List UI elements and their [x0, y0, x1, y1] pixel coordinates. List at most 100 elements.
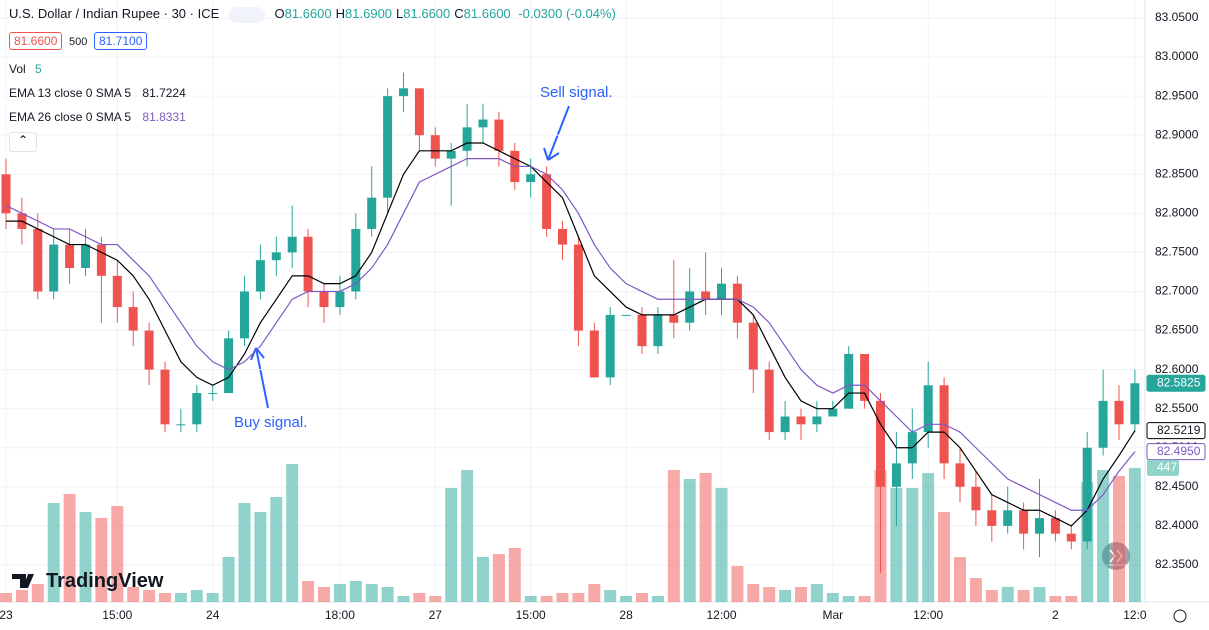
candle-body: [1082, 447, 1092, 542]
ohlc-key: L: [396, 6, 404, 21]
x-tick-label: 23: [0, 608, 13, 622]
volume-bar: [143, 590, 156, 602]
volume-bar: [349, 581, 362, 602]
candle-body: [240, 291, 249, 339]
x-tick-label: 28: [619, 608, 633, 622]
legend-name: EMA 13 close 0 SMA 5: [9, 86, 132, 100]
x-tick-label: Mar: [822, 608, 843, 622]
candle-body: [446, 150, 456, 159]
candle-body: [732, 283, 742, 323]
candle-body: [621, 314, 631, 316]
volume-bar: [31, 584, 44, 602]
candles: [1, 72, 1140, 573]
volume-bar: [413, 593, 426, 602]
candle-body: [780, 416, 790, 433]
volume-bar: [127, 587, 140, 602]
y-tick-label: 82.4000: [1155, 518, 1199, 532]
candle-body: [526, 174, 536, 183]
volume-bar: [938, 512, 951, 602]
candle-body: [478, 119, 488, 128]
y-tick-label: 82.7500: [1155, 245, 1199, 259]
volume-bar: [1113, 476, 1125, 602]
candle-body: [558, 228, 567, 245]
volume-bar: [477, 557, 489, 602]
candle-body: [112, 275, 122, 308]
bid[interactable]: 81.6600: [9, 32, 63, 50]
volume-bar: [174, 593, 187, 602]
candle-body: [1050, 518, 1060, 534]
volume-bar: [540, 596, 553, 602]
candle-body: [271, 252, 281, 261]
volume-bar: [381, 587, 394, 602]
candle-body: [876, 400, 885, 487]
candle-body: [891, 463, 901, 487]
volume-legend: Vol 5: [9, 62, 42, 76]
volume-bar: [524, 596, 537, 602]
volume-bar: [1017, 590, 1030, 602]
spread: 500: [69, 36, 88, 48]
legend-name: EMA 26 close 0 SMA 5: [9, 110, 132, 124]
ohlc-values: O81.6600 H81.6900 L81.6600 C81.6600: [275, 6, 515, 21]
volume-bar: [826, 593, 839, 602]
grid: [0, 0, 1145, 602]
volume-bar: [445, 488, 458, 602]
candle-body: [589, 330, 599, 378]
volume-bar: [954, 557, 966, 602]
volume-bar: [906, 488, 919, 602]
volume-bar: [699, 473, 712, 602]
candle-body: [414, 88, 424, 136]
candle-body: [383, 96, 393, 198]
volume-bar: [286, 464, 299, 602]
settings-icon[interactable]: [1173, 609, 1187, 623]
y-tick-label: 83.0000: [1155, 49, 1199, 63]
volume-bar: [492, 554, 505, 602]
x-tick-label: 12:00: [706, 608, 736, 622]
annotation: Buy signal.: [234, 414, 308, 431]
collapse-button[interactable]: ⌃: [9, 132, 37, 152]
candle-body: [160, 369, 170, 425]
candle-body: [65, 244, 75, 269]
candle-body: [319, 291, 329, 308]
volume-bar: [651, 596, 664, 602]
volume-bar: [47, 503, 60, 602]
change: -0.0300 (-0.04%): [518, 6, 616, 21]
volume-bar: [111, 506, 124, 602]
status-pill[interactable]: [228, 6, 265, 23]
ask[interactable]: 81.7100: [94, 32, 148, 50]
volume-bar: [190, 590, 203, 602]
ohlc-value: 81.6900: [345, 6, 393, 21]
volume-tag: [1147, 459, 1179, 476]
volume-bar: [1097, 470, 1110, 602]
volume-bar: [159, 593, 171, 602]
volume-bar: [15, 590, 28, 602]
x-tick-label: 2: [1052, 608, 1059, 622]
ohlc-value: 81.6600: [403, 6, 451, 21]
candle-body: [828, 408, 838, 417]
y-tick-label: 82.8000: [1155, 205, 1199, 219]
x-tick-label: 27: [429, 608, 443, 622]
volume-bar: [683, 479, 696, 602]
volume-bar: [572, 593, 585, 602]
volume-bar: [1049, 596, 1062, 602]
volume-bar: [842, 596, 855, 602]
volume-value: 5: [35, 62, 42, 76]
volume-bar: [890, 488, 903, 602]
volume-bar: [302, 581, 315, 602]
candle-body: [49, 244, 59, 292]
candle-body: [1003, 510, 1013, 526]
candle-body: [573, 244, 583, 331]
volume-pane: [0, 464, 1141, 602]
ema-line: [6, 142, 1136, 527]
price-tag: [1146, 443, 1206, 461]
x-tick-label: 15:00: [516, 608, 546, 622]
candle-body: [844, 353, 854, 409]
sell-arrow: [543, 105, 570, 161]
y-tick-label: 82.8500: [1155, 166, 1199, 180]
candle-body: [351, 228, 361, 292]
brand: TradingView: [46, 570, 164, 592]
ohlc-key: H: [335, 6, 346, 21]
candle-body: [796, 416, 806, 425]
price-tag-label: 82.4950: [1157, 444, 1201, 458]
y-tick-label: 82.7000: [1155, 284, 1199, 298]
